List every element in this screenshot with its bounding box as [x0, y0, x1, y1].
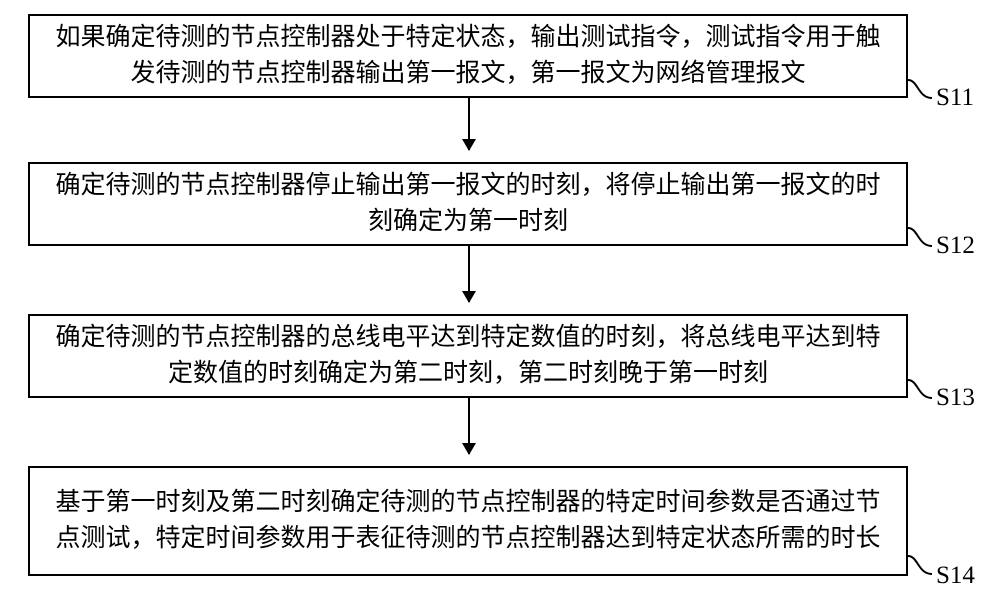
- step-box-s12: 确定待测的节点控制器停止输出第一报文的时刻，将停止输出第一报文的时刻确定为第一时…: [28, 162, 908, 246]
- arrow-s11-s12: [468, 98, 470, 150]
- arrow-s12-s13: [468, 246, 470, 302]
- step-label-s14: S14: [936, 562, 975, 590]
- step-box-s14: 基于第一时刻及第二时刻确定待测的节点控制器的特定时间参数是否通过节点测试，特定时…: [28, 466, 908, 576]
- step-box-s13: 确定待测的节点控制器的总线电平达到特定数值的时刻，将总线电平达到特定数值的时刻确…: [28, 314, 908, 398]
- curl-connector: [908, 376, 938, 404]
- step-label-s13: S13: [936, 384, 975, 412]
- flowchart-canvas: 如果确定待测的节点控制器处于特定状态，输出测试指令，测试指令用于触发待测的节点控…: [0, 0, 1000, 614]
- arrow-s13-s14: [468, 398, 470, 454]
- curl-connector: [908, 224, 938, 252]
- step-box-s11: 如果确定待测的节点控制器处于特定状态，输出测试指令，测试指令用于触发待测的节点控…: [28, 14, 908, 98]
- step-text: 基于第一时刻及第二时刻确定待测的节点控制器的特定时间参数是否通过节点测试，特定时…: [46, 485, 890, 558]
- curl-connector: [908, 552, 938, 580]
- step-text: 如果确定待测的节点控制器处于特定状态，输出测试指令，测试指令用于触发待测的节点控…: [46, 20, 890, 93]
- step-text: 确定待测的节点控制器停止输出第一报文的时刻，将停止输出第一报文的时刻确定为第一时…: [46, 168, 890, 241]
- step-label-s11: S11: [936, 84, 974, 112]
- curl-connector: [908, 76, 938, 104]
- step-label-s12: S12: [936, 232, 975, 260]
- step-text: 确定待测的节点控制器的总线电平达到特定数值的时刻，将总线电平达到特定数值的时刻确…: [46, 320, 890, 393]
